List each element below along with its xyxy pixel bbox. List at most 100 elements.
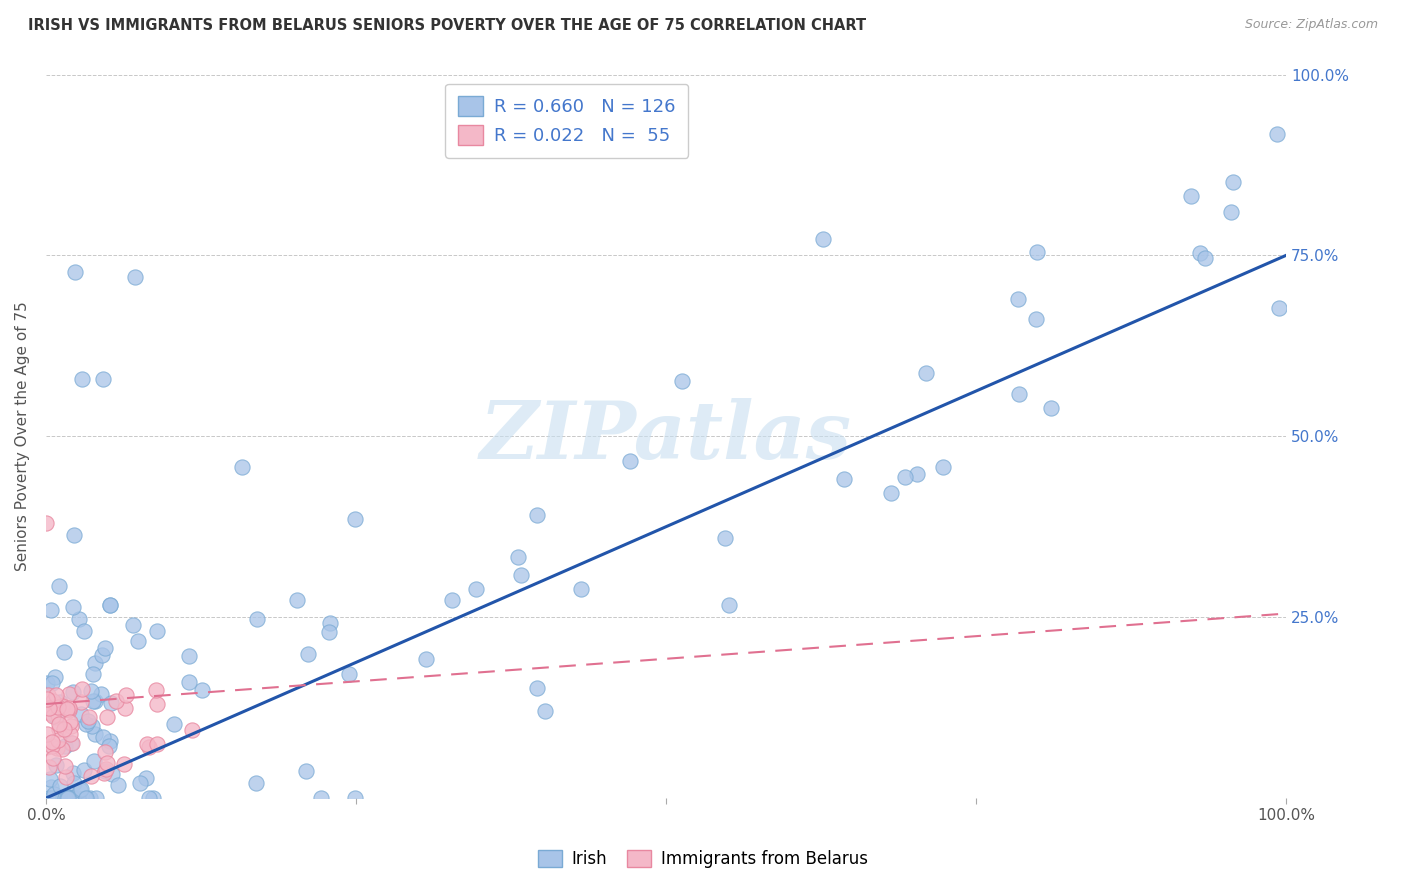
Point xyxy=(526,508,548,522)
Point xyxy=(52,791,75,805)
Point xyxy=(534,704,557,718)
Point xyxy=(135,737,157,751)
Point xyxy=(318,615,340,630)
Point xyxy=(62,791,84,805)
Point xyxy=(75,717,97,731)
Point xyxy=(115,688,138,702)
Point xyxy=(94,762,117,776)
Point xyxy=(37,689,59,703)
Point xyxy=(62,600,84,615)
Point xyxy=(285,593,308,607)
Point xyxy=(59,736,82,750)
Point xyxy=(526,681,548,695)
Point xyxy=(179,675,201,690)
Point xyxy=(62,528,84,542)
Point xyxy=(1194,251,1216,265)
Point xyxy=(245,775,267,789)
Point xyxy=(37,691,59,706)
Point xyxy=(914,367,936,381)
Point xyxy=(53,758,76,772)
Point xyxy=(1220,205,1243,219)
Point xyxy=(80,719,103,733)
Point xyxy=(52,791,75,805)
Point xyxy=(48,791,70,805)
Point xyxy=(1222,175,1244,189)
Y-axis label: Seniors Poverty Over the Age of 75: Seniors Poverty Over the Age of 75 xyxy=(15,301,30,571)
Point xyxy=(91,731,114,745)
Point xyxy=(72,682,94,697)
Point xyxy=(146,737,169,751)
Point xyxy=(49,779,72,793)
Point xyxy=(142,791,165,805)
Point xyxy=(337,667,360,681)
Point xyxy=(77,710,100,724)
Point xyxy=(309,791,332,805)
Point xyxy=(84,791,107,805)
Point xyxy=(569,582,592,597)
Point xyxy=(231,460,253,475)
Point xyxy=(39,780,62,794)
Point xyxy=(56,791,79,805)
Point xyxy=(45,758,67,772)
Point xyxy=(55,770,77,784)
Point xyxy=(56,790,79,805)
Point xyxy=(58,791,80,805)
Point xyxy=(53,722,76,736)
Point xyxy=(60,719,83,733)
Point xyxy=(464,582,486,596)
Point xyxy=(714,531,737,545)
Point xyxy=(35,516,58,530)
Point xyxy=(72,372,94,386)
Point xyxy=(128,776,150,790)
Point xyxy=(181,723,204,738)
Point xyxy=(58,687,80,701)
Point xyxy=(46,699,69,714)
Point xyxy=(48,732,70,747)
Point xyxy=(62,765,84,780)
Point xyxy=(905,467,928,481)
Point xyxy=(62,736,84,750)
Point xyxy=(45,740,67,755)
Point xyxy=(70,781,93,796)
Point xyxy=(59,727,82,741)
Point xyxy=(62,684,84,698)
Point xyxy=(90,688,112,702)
Point xyxy=(1007,292,1029,306)
Point xyxy=(38,700,60,714)
Point xyxy=(72,764,94,778)
Point xyxy=(112,757,135,772)
Point xyxy=(48,708,70,723)
Point xyxy=(39,706,62,721)
Point xyxy=(98,598,121,612)
Point xyxy=(138,739,160,754)
Point xyxy=(35,739,58,754)
Point xyxy=(72,624,94,639)
Point xyxy=(931,460,953,475)
Point xyxy=(48,716,70,731)
Point xyxy=(38,791,60,805)
Point xyxy=(94,764,117,779)
Point xyxy=(880,485,903,500)
Point xyxy=(69,782,91,797)
Text: Source: ZipAtlas.com: Source: ZipAtlas.com xyxy=(1244,18,1378,31)
Point xyxy=(58,714,80,729)
Point xyxy=(105,694,128,708)
Point xyxy=(508,550,530,565)
Text: IRISH VS IMMIGRANTS FROM BELARUS SENIORS POVERTY OVER THE AGE OF 75 CORRELATION : IRISH VS IMMIGRANTS FROM BELARUS SENIORS… xyxy=(28,18,866,33)
Point xyxy=(44,788,66,802)
Point xyxy=(58,702,80,716)
Point xyxy=(1039,401,1062,416)
Legend: R = 0.660   N = 126, R = 0.022   N =  55: R = 0.660 N = 126, R = 0.022 N = 55 xyxy=(446,84,688,158)
Point xyxy=(52,698,75,713)
Point xyxy=(44,670,66,684)
Point xyxy=(83,693,105,707)
Point xyxy=(96,710,118,724)
Point xyxy=(45,688,67,702)
Point xyxy=(53,791,76,805)
Point xyxy=(79,769,101,783)
Point xyxy=(1265,127,1288,141)
Point xyxy=(38,700,60,714)
Point xyxy=(813,232,835,246)
Point xyxy=(45,709,67,723)
Point xyxy=(145,697,167,711)
